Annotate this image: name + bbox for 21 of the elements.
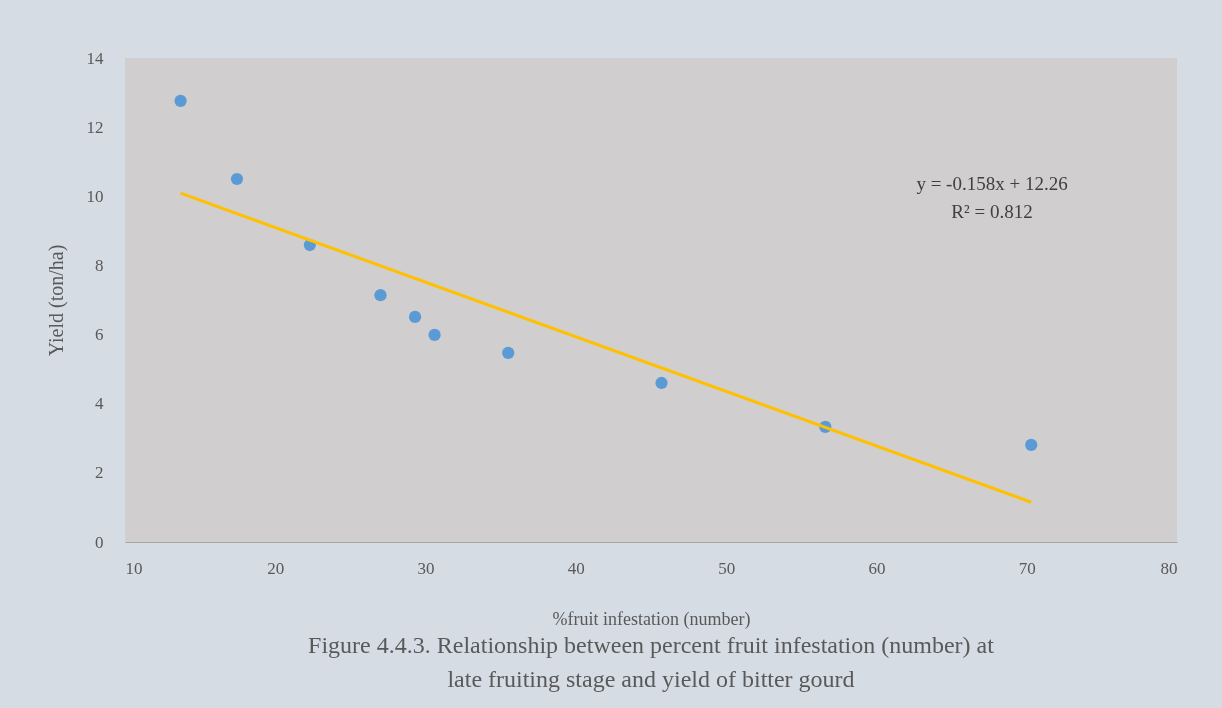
y-tick-label: 12 bbox=[86, 117, 104, 137]
y-tick-label: 0 bbox=[95, 532, 104, 552]
x-tick-label: 10 bbox=[125, 558, 143, 578]
y-tick-label: 14 bbox=[86, 48, 104, 68]
x-tick-label: 20 bbox=[267, 558, 285, 578]
text: Figure 4.4.3. Relationship between percent fruit infestation (number) at late fruiting stage and yield of bitter gourd bbox=[308, 632, 995, 692]
y-tick-label: 6 bbox=[95, 325, 104, 345]
y-tick-label: 4 bbox=[95, 394, 104, 414]
x-tick-label: 30 bbox=[417, 558, 435, 578]
x-tick-label: 40 bbox=[567, 558, 585, 578]
x-axis-title: %fruit infestation (number) bbox=[552, 608, 751, 630]
x-tick-label: 70 bbox=[1018, 558, 1036, 578]
y-tick-label: 2 bbox=[95, 463, 104, 483]
y-axis-title: Yield (ton/ha) bbox=[44, 244, 68, 357]
annotation: R² = 0.812 bbox=[951, 201, 1033, 222]
x-tick-label: 50 bbox=[718, 558, 736, 578]
y-tick-label: 8 bbox=[95, 255, 104, 275]
x-tick-label: 60 bbox=[868, 558, 886, 578]
y-tick-label: 10 bbox=[86, 186, 104, 206]
annotation: y = -0.158x + 12.26 bbox=[916, 173, 1068, 194]
x-tick-label: 80 bbox=[1160, 558, 1178, 578]
